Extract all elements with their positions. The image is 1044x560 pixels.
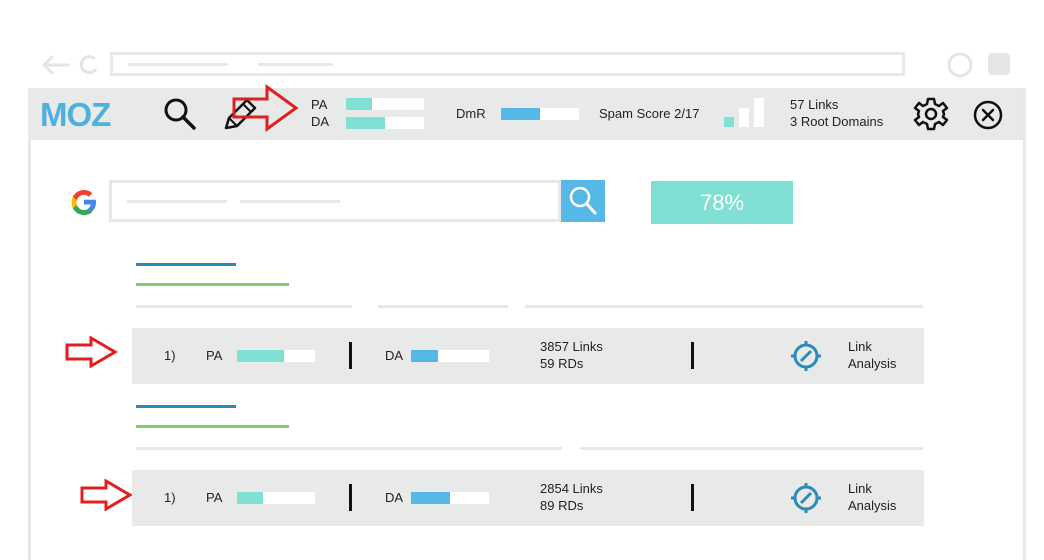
- links-count: 2854 Links: [540, 481, 603, 496]
- divider: [349, 484, 352, 511]
- result-snippet-line: [580, 447, 923, 450]
- pa-bar: [346, 98, 424, 110]
- result-title-line[interactable]: [136, 405, 236, 408]
- url-bar[interactable]: [110, 52, 905, 76]
- svg-text:MOZ: MOZ: [40, 99, 111, 129]
- result-snippet-line: [525, 305, 923, 308]
- square-button[interactable]: [988, 53, 1010, 75]
- link-analysis-link[interactable]: Link: [848, 339, 872, 354]
- da-label: DA: [311, 114, 330, 129]
- search-icon: [569, 186, 597, 215]
- score-percent-badge: 78%: [651, 181, 793, 224]
- result-snippet-line: [136, 447, 562, 450]
- circle-icon[interactable]: [946, 52, 974, 80]
- pencil-icon[interactable]: [220, 96, 260, 132]
- arrow-left-icon[interactable]: [40, 54, 70, 76]
- spam-score: Spam Score 2/17: [599, 106, 700, 121]
- rds-count: 59 RDs: [540, 356, 584, 371]
- link-analysis-link[interactable]: Link: [848, 481, 872, 496]
- da-label: DA: [385, 348, 404, 363]
- result-url-line: [136, 425, 289, 428]
- link-analysis-link[interactable]: Analysis: [848, 356, 897, 371]
- links-count: 3857 Links: [540, 339, 603, 354]
- result-snippet-line: [136, 305, 352, 308]
- da-bar-fill: [411, 350, 439, 362]
- da-bar: [411, 350, 489, 362]
- da-label: DA: [385, 490, 404, 505]
- da-bar: [346, 117, 424, 129]
- pa-bar-fill: [237, 492, 263, 504]
- divider: [691, 342, 694, 369]
- close-icon[interactable]: [972, 99, 1004, 131]
- link-analysis-link[interactable]: Analysis: [848, 498, 897, 513]
- target-icon[interactable]: [790, 340, 822, 372]
- url-placeholder-line: [128, 63, 228, 66]
- divider: [349, 342, 352, 369]
- root-domains-count: 3 Root Domains: [790, 114, 884, 129]
- search-placeholder-line: [127, 200, 227, 203]
- pa-bar-fill: [237, 350, 284, 362]
- google-logo-icon: [71, 190, 96, 215]
- pa-label: PA: [206, 348, 223, 363]
- google-search-button[interactable]: [561, 180, 605, 222]
- pa-label: PA: [311, 97, 328, 112]
- target-icon[interactable]: [790, 482, 822, 514]
- refresh-icon[interactable]: [78, 53, 100, 77]
- pa-bar: [237, 492, 315, 504]
- dmr-label: DmR: [456, 106, 486, 121]
- dmr-bar: [501, 108, 579, 120]
- arrow-right-icon: [80, 479, 133, 511]
- pa-label: PA: [206, 490, 223, 505]
- da-bar-fill: [411, 492, 450, 504]
- result-rank: 1): [164, 348, 176, 363]
- moz-result-row: 1) PA DA 2854 Links 89 RDs Link Analysis: [132, 470, 924, 526]
- result-title-line[interactable]: [136, 263, 236, 266]
- da-bar: [411, 492, 489, 504]
- url-placeholder-line: [258, 63, 333, 66]
- arrow-right-icon: [232, 84, 299, 132]
- moz-result-row: 1) PA DA 3857 Links 59 RDs Link Analysis: [132, 328, 924, 384]
- pa-bar-fill: [346, 98, 372, 110]
- result-rank: 1): [164, 490, 176, 505]
- result-snippet-line: [378, 305, 508, 308]
- da-bar-fill: [346, 117, 385, 129]
- gear-icon[interactable]: [913, 96, 949, 132]
- dmr-bar-fill: [501, 108, 540, 120]
- signal-bars-icon: [724, 98, 764, 127]
- rds-count: 89 RDs: [540, 498, 584, 513]
- result-url-line: [136, 283, 289, 286]
- arrow-right-icon: [65, 336, 118, 368]
- moz-logo: MOZ: [40, 99, 112, 129]
- pa-bar: [237, 350, 315, 362]
- search-placeholder-line: [240, 200, 340, 203]
- divider: [691, 484, 694, 511]
- links-count: 57 Links: [790, 97, 839, 112]
- search-icon[interactable]: [162, 96, 198, 132]
